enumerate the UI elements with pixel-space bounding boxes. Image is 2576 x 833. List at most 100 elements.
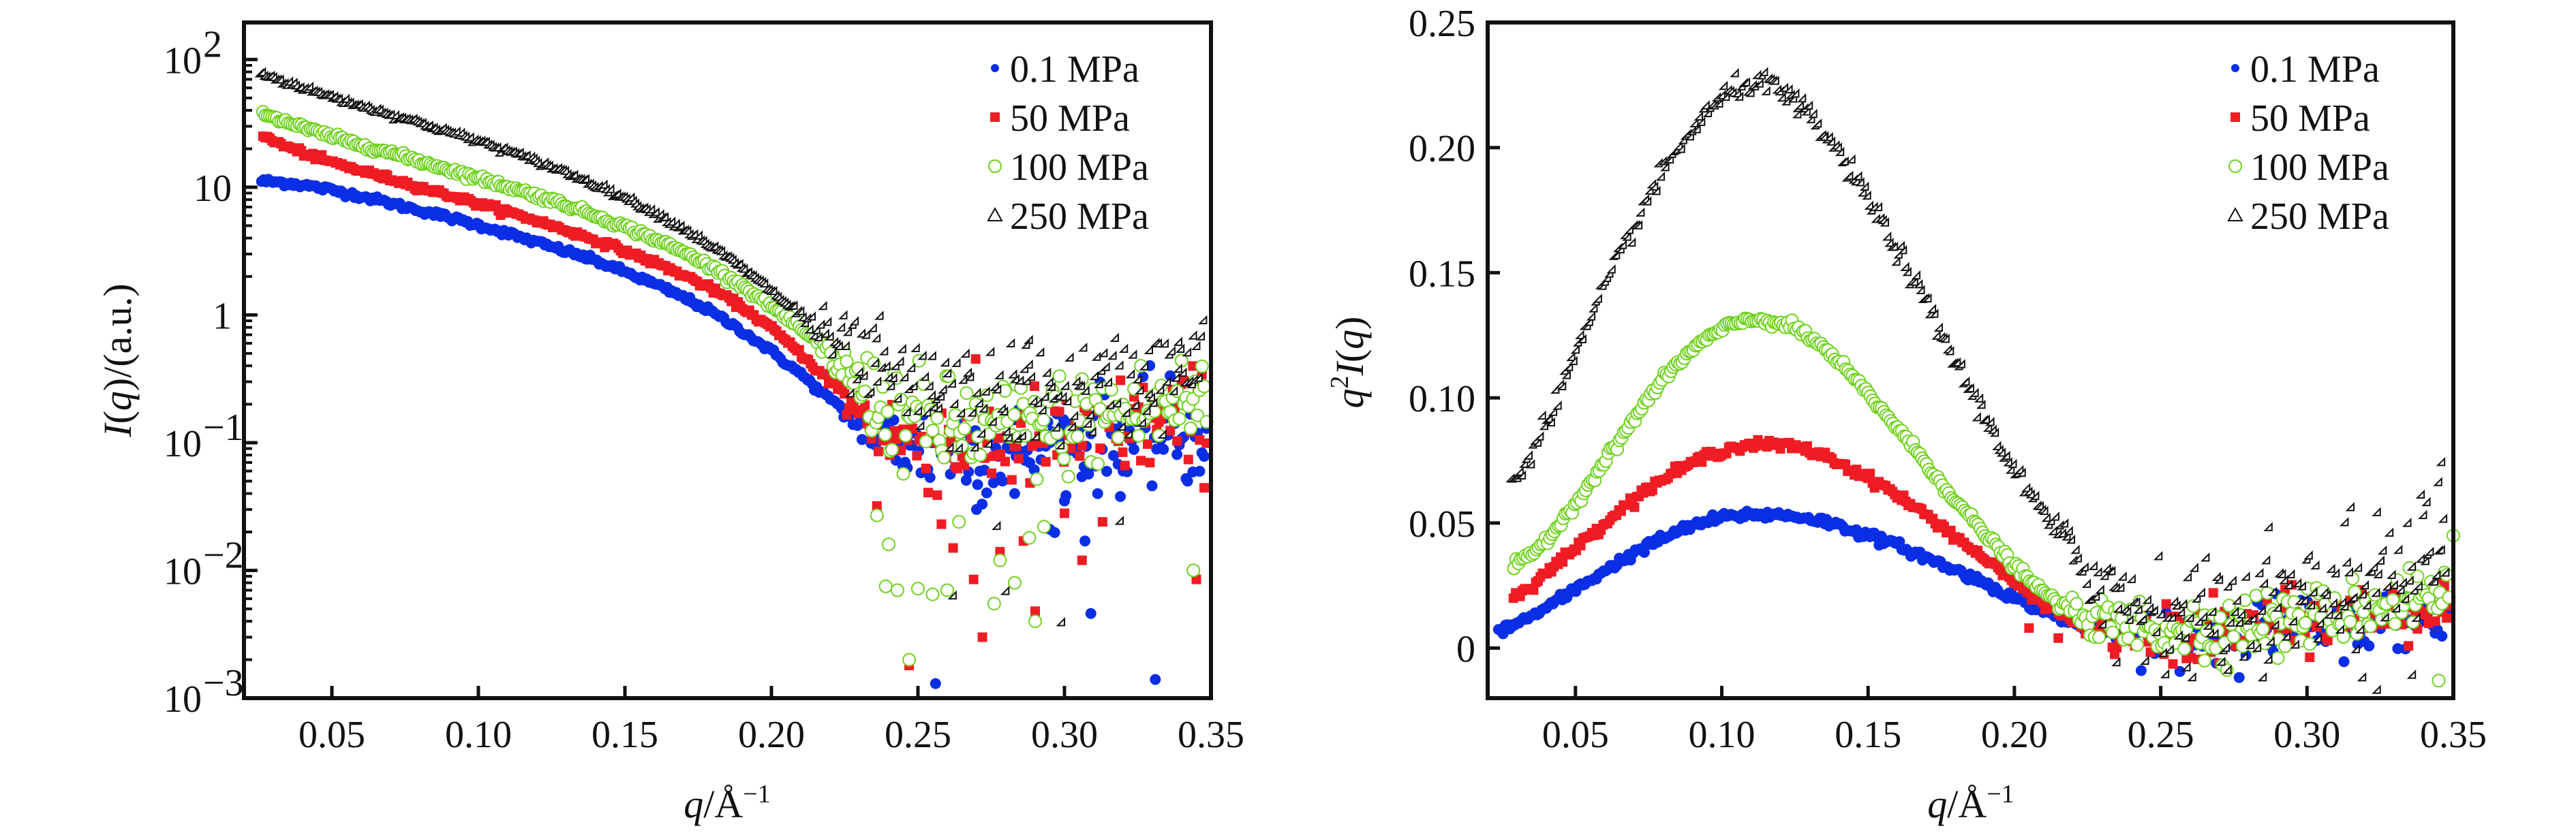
data-point [1030, 472, 1044, 486]
data-point [1818, 131, 1828, 141]
data-point [1046, 381, 1056, 391]
data-point [2283, 580, 2293, 589]
data-point [1985, 416, 1995, 426]
data-point [1700, 100, 1710, 110]
data-point [2386, 593, 2400, 607]
data-point [874, 446, 883, 456]
data-point [1980, 414, 1991, 424]
data-point [1071, 429, 1085, 443]
data-point [1030, 381, 1039, 391]
data-point [2317, 603, 2327, 613]
data-point [709, 241, 719, 251]
data-point [1783, 84, 1793, 94]
data-point [2421, 497, 2431, 507]
data-point [492, 142, 502, 152]
y-tick-label-exponent: −1 [203, 407, 244, 449]
data-point [1077, 441, 1087, 451]
data-point [1546, 417, 1555, 427]
data-point [861, 330, 870, 339]
data-point [2053, 633, 2064, 643]
data-point [1188, 361, 1198, 371]
data-point [915, 420, 925, 430]
data-point [2180, 632, 2190, 642]
data-point [2235, 639, 2250, 653]
data-point [1888, 241, 1899, 251]
data-point [748, 270, 757, 280]
data-point [2420, 556, 2429, 565]
y-tick-label: 1 [213, 295, 232, 337]
data-point [2305, 653, 2315, 662]
data-point [949, 398, 959, 408]
x-tick-label: 0.25 [2128, 714, 2194, 756]
data-point [1642, 196, 1652, 206]
data-point [872, 376, 882, 386]
data-point [2233, 672, 2245, 683]
data-point [2432, 674, 2446, 688]
data-point [2387, 569, 2396, 579]
data-point [1689, 118, 1699, 127]
data-point [2130, 638, 2145, 652]
data-point [1105, 400, 1115, 409]
data-point [1007, 407, 1022, 422]
data-point [666, 216, 676, 226]
data-point [1882, 231, 1892, 241]
data-point [1000, 456, 1010, 467]
data-point [2106, 565, 2116, 576]
data-point [2399, 593, 2410, 603]
data-point [2252, 642, 2262, 653]
data-point [969, 442, 979, 452]
data-point [1992, 441, 2002, 450]
data-point [2207, 606, 2217, 616]
data-point [2014, 465, 2024, 475]
data-point [521, 150, 531, 160]
data-point [528, 153, 538, 163]
data-point [630, 198, 640, 208]
data-point [313, 87, 323, 96]
data-point [1071, 376, 1081, 386]
data-point [1051, 422, 1060, 432]
data-point [2111, 657, 2121, 667]
data-point [1003, 432, 1013, 442]
data-point [1120, 460, 1130, 471]
data-point [1691, 124, 1701, 133]
data-point [1028, 396, 1038, 405]
data-point [993, 553, 1007, 567]
data-point [530, 155, 540, 166]
data-point [1929, 309, 1939, 318]
data-point [996, 403, 1006, 413]
data-point [1118, 447, 1128, 457]
data-point [2222, 664, 2232, 674]
data-point [2112, 643, 2122, 653]
data-point [2220, 642, 2230, 653]
data-point [1082, 418, 1092, 428]
data-point [2097, 618, 2107, 629]
data-point [1143, 439, 1152, 450]
data-point [917, 350, 927, 360]
data-point [743, 266, 753, 277]
data-point [964, 371, 975, 381]
data-point [2323, 609, 2333, 619]
data-point [1944, 345, 1954, 356]
legend-marker-icon [2230, 112, 2240, 122]
data-point [1000, 586, 1010, 595]
data-point [2418, 509, 2427, 520]
data-point [1741, 77, 1751, 87]
data-point [962, 367, 972, 377]
data-point [1145, 458, 1155, 468]
data-point [2310, 560, 2320, 570]
data-point [2391, 603, 2401, 613]
data-point [738, 263, 748, 273]
data-point [858, 371, 868, 380]
data-point [913, 405, 923, 415]
data-point [2079, 562, 2089, 571]
data-point [1008, 369, 1017, 379]
data-point [1891, 256, 1901, 266]
data-point [2321, 589, 2331, 599]
data-point [1165, 370, 1176, 381]
data-point [981, 386, 990, 396]
data-point [1826, 136, 1836, 146]
data-point [987, 597, 1001, 611]
data-point [1514, 466, 1524, 476]
